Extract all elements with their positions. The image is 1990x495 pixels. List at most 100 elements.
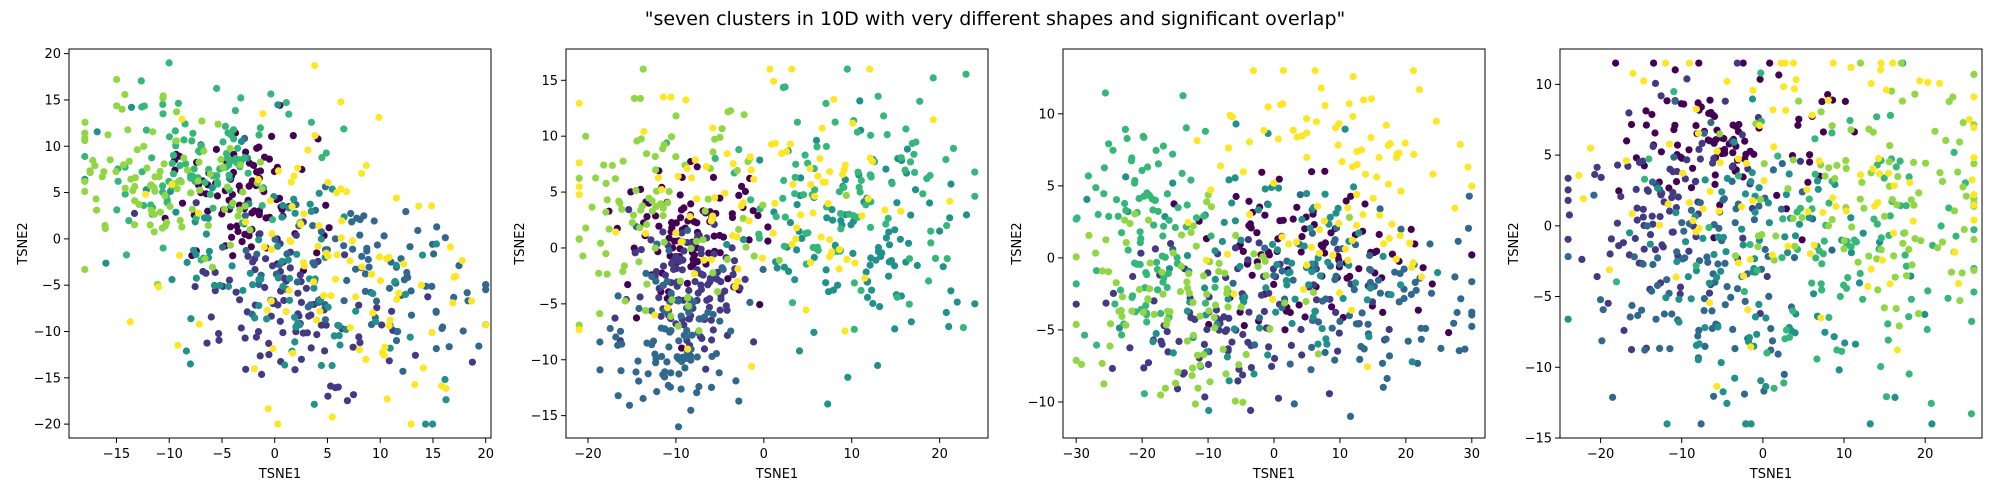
scatter-point <box>343 276 351 285</box>
scatter-point <box>694 231 702 239</box>
scatter-point <box>1196 312 1204 320</box>
scatter-point <box>810 253 818 261</box>
scatter-point <box>906 158 915 166</box>
scatter-point <box>1808 111 1816 119</box>
scatter-point <box>735 397 743 405</box>
scatter-point <box>691 270 699 278</box>
scatter-point <box>247 243 255 251</box>
scatter-point <box>1687 206 1695 214</box>
scatter-point <box>1695 59 1703 67</box>
y-tick-label: 0 <box>550 241 558 256</box>
scatter-point <box>1742 159 1751 167</box>
scatter-point <box>1890 182 1898 190</box>
scatter-point <box>1232 231 1240 239</box>
scatter-point <box>1632 185 1640 193</box>
scatter-point <box>855 183 863 191</box>
scatter-point <box>575 183 583 191</box>
scatter-point <box>1291 295 1299 303</box>
scatter-point <box>1680 100 1688 108</box>
scatter-point <box>187 315 195 323</box>
scatter-point <box>1201 127 1209 135</box>
scatter-point <box>1766 59 1774 67</box>
scatter-point <box>1819 128 1827 136</box>
scatter-point <box>1859 295 1867 303</box>
scatter-point <box>397 255 405 263</box>
scatter-point <box>1255 314 1264 322</box>
scatter-point <box>1255 324 1264 332</box>
scatter-point <box>1411 278 1419 286</box>
scatter-point <box>399 367 407 375</box>
scatter-point <box>266 197 274 205</box>
scatter-point <box>183 258 191 266</box>
scatter-point <box>1376 289 1384 297</box>
scatter-point <box>418 251 427 259</box>
scatter-point <box>1755 300 1763 308</box>
scatter-point <box>233 222 241 230</box>
scatter-point <box>225 276 234 284</box>
scatter-point <box>750 338 758 346</box>
y-tick-label: −20 <box>34 418 61 433</box>
scatter-point <box>1701 342 1709 350</box>
scatter-point <box>113 206 121 214</box>
scatter-point <box>1143 318 1151 326</box>
scatter-point <box>1332 308 1340 316</box>
scatter-point <box>150 228 158 236</box>
scatter-point <box>926 199 934 207</box>
scatter-point <box>1250 250 1258 258</box>
scatter-point <box>799 191 808 199</box>
scatter-point <box>246 269 254 277</box>
scatter-point <box>1201 393 1209 401</box>
scatter-point <box>1242 350 1250 359</box>
scatter-point <box>1301 313 1309 321</box>
scatter-point <box>1203 198 1211 206</box>
scatter-point <box>1202 256 1210 264</box>
scatter-point <box>274 101 282 109</box>
scatter-point <box>971 168 979 176</box>
scatter-point <box>1880 304 1888 312</box>
scatter-point <box>771 139 780 147</box>
scatter-point <box>1409 259 1417 267</box>
scatter-point <box>908 139 916 148</box>
figure-title: "seven clusters in 10D with very differe… <box>644 8 1346 30</box>
scatter-point <box>219 243 227 251</box>
scatter-point <box>677 385 685 393</box>
scatter-point <box>200 147 208 155</box>
scatter-point <box>463 289 471 297</box>
scatter-point <box>256 352 264 360</box>
scatter-point <box>1821 172 1829 180</box>
scatter-point <box>1148 195 1156 203</box>
scatter-point <box>1705 224 1713 232</box>
scatter-point <box>347 209 355 218</box>
scatter-point <box>385 284 394 292</box>
scatter-point <box>1101 89 1109 97</box>
scatter-point <box>1276 217 1284 225</box>
scatter-point <box>1587 144 1595 152</box>
scatter-point <box>1313 202 1322 210</box>
scatter-point <box>259 110 267 118</box>
scatter-point <box>150 184 158 192</box>
scatter-point <box>1680 227 1688 235</box>
scatter-point <box>695 383 703 391</box>
scatter-point <box>1970 288 1978 296</box>
scatter-point <box>1098 359 1106 368</box>
scatter-point <box>189 129 197 137</box>
scatter-point <box>1072 253 1080 261</box>
scatter-point <box>276 317 284 325</box>
scatter-point <box>1205 406 1213 415</box>
scatter-point <box>156 167 164 175</box>
scatter-point <box>596 366 604 374</box>
scatter-point <box>1744 306 1752 314</box>
scatter-point <box>1282 277 1290 285</box>
scatter-point <box>655 222 663 230</box>
scatter-point <box>1633 216 1641 224</box>
scatter-point <box>315 222 323 230</box>
scatter-point <box>756 301 764 309</box>
scatter-point <box>1643 222 1651 230</box>
scatter-point <box>611 314 619 322</box>
scatter-point <box>676 277 684 285</box>
scatter-point <box>204 221 212 230</box>
scatter-point <box>1885 169 1893 177</box>
scatter-point <box>635 377 643 385</box>
scatter-point <box>677 238 685 246</box>
scatter-point <box>905 300 913 308</box>
